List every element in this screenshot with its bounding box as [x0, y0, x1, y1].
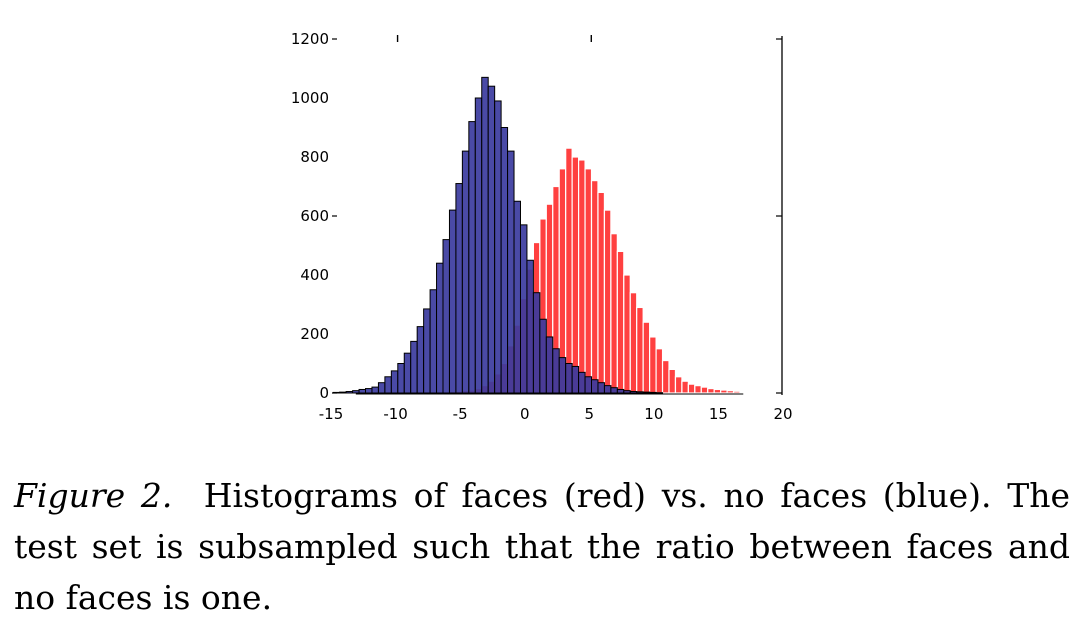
blue-bar: [461, 150, 470, 394]
blue-bar: [571, 365, 580, 394]
y-tick-label: 600: [300, 207, 329, 225]
figure-caption: Figure 2. Histograms of faces (red) vs. …: [14, 470, 1070, 623]
y-tick-label: 1200: [291, 30, 329, 48]
red-bar: [668, 368, 677, 394]
blue-bar: [429, 289, 438, 394]
x-tick-label: 5: [585, 405, 595, 423]
blue-bar: [623, 390, 631, 394]
blue-bar: [468, 121, 476, 394]
blue-bar: [584, 376, 593, 394]
blue-bar: [597, 382, 605, 394]
blue-bar: [545, 336, 554, 394]
blue-bar: [578, 371, 586, 394]
blue-bar: [507, 150, 515, 394]
blue-bar: [390, 370, 399, 394]
blue-bar: [616, 388, 625, 394]
red-bar: [681, 380, 689, 394]
tick-labels: 0 200 400 600 800 1000 1200 -15 -10 -5 0 5 10 15 20: [291, 30, 793, 423]
blue-bar: [339, 391, 347, 394]
blue-bar: [377, 382, 386, 394]
blue-bar: [642, 391, 651, 394]
blue-bar: [384, 376, 392, 394]
blue-bar: [487, 85, 496, 394]
y-tick-label: 1000: [291, 89, 329, 107]
red-bar: [674, 376, 683, 394]
red-bar: [623, 274, 631, 394]
red-bar: [629, 292, 638, 394]
red-bar: [636, 306, 644, 394]
red-bar: [642, 321, 651, 394]
x-tick-label: 10: [644, 405, 663, 423]
red-bar: [739, 391, 748, 394]
histogram-chart: 0 200 400 600 800 1000 1200 -15 -10 -5 0 5 10 15 20: [291, 30, 793, 423]
red-bar: [649, 336, 657, 394]
blue-series-bars: [332, 76, 664, 394]
y-tick-label: 0: [319, 384, 329, 402]
blue-bar: [448, 209, 457, 394]
blue-bar: [358, 388, 367, 394]
blue-bar: [610, 387, 618, 394]
red-bar: [610, 233, 618, 394]
y-tick-label: 800: [300, 148, 329, 166]
x-tick-label: -15: [319, 405, 344, 423]
red-bar: [603, 209, 612, 394]
blue-bar: [649, 391, 657, 394]
red-bar: [694, 385, 702, 394]
axes: [332, 35, 783, 395]
caption-text: Histograms of faces (red) vs. no faces (…: [14, 476, 1070, 617]
blue-bar: [519, 224, 528, 394]
blue-bar: [371, 386, 379, 394]
blue-bar: [636, 391, 644, 394]
red-bar: [700, 386, 709, 394]
blue-bar: [552, 348, 560, 394]
caption-label: Figure 2.: [14, 476, 173, 515]
blue-bar: [565, 363, 573, 394]
y-tick-label: 400: [300, 266, 329, 284]
x-tick-label: 20: [773, 405, 792, 423]
red-bar: [687, 383, 696, 394]
red-bar: [571, 156, 580, 394]
x-tick-label: -5: [453, 405, 468, 423]
red-bar: [590, 180, 599, 394]
blue-bar: [558, 357, 567, 394]
red-bar: [597, 191, 606, 394]
blue-bar: [436, 262, 444, 394]
red-bar: [565, 147, 573, 394]
blue-bar: [442, 239, 450, 394]
blue-bar: [591, 379, 599, 394]
blue-bar: [455, 183, 463, 394]
red-bar: [720, 389, 728, 394]
blue-bar: [500, 127, 509, 394]
blue-bar: [532, 292, 541, 394]
red-bar: [707, 387, 715, 394]
blue-bar: [423, 308, 431, 394]
y-tick-label: 200: [300, 325, 329, 343]
blue-bar: [603, 385, 612, 394]
blue-bar: [481, 76, 489, 394]
x-tick-label: 15: [709, 405, 728, 423]
blue-bar: [474, 97, 483, 394]
blue-bar: [526, 259, 534, 394]
blue-bar: [397, 363, 405, 394]
blue-bar: [365, 388, 373, 394]
red-bar: [577, 159, 586, 394]
blue-bar: [629, 391, 638, 394]
blue-bar: [513, 200, 521, 394]
red-bar: [616, 250, 625, 394]
red-bar: [713, 388, 722, 394]
x-tick-label: -10: [383, 405, 408, 423]
blue-bar: [410, 340, 418, 394]
red-bar: [655, 348, 664, 394]
blue-bar: [352, 390, 360, 394]
blue-bar: [539, 318, 547, 394]
blue-bar: [494, 100, 502, 394]
x-tick-label: 0: [520, 405, 530, 423]
blue-bar: [345, 391, 354, 394]
blue-bar: [403, 352, 412, 394]
red-bar: [584, 168, 593, 394]
red-bar: [661, 359, 670, 394]
red-bar: [726, 390, 735, 394]
red-bar: [732, 390, 741, 394]
blue-bar: [416, 326, 425, 394]
